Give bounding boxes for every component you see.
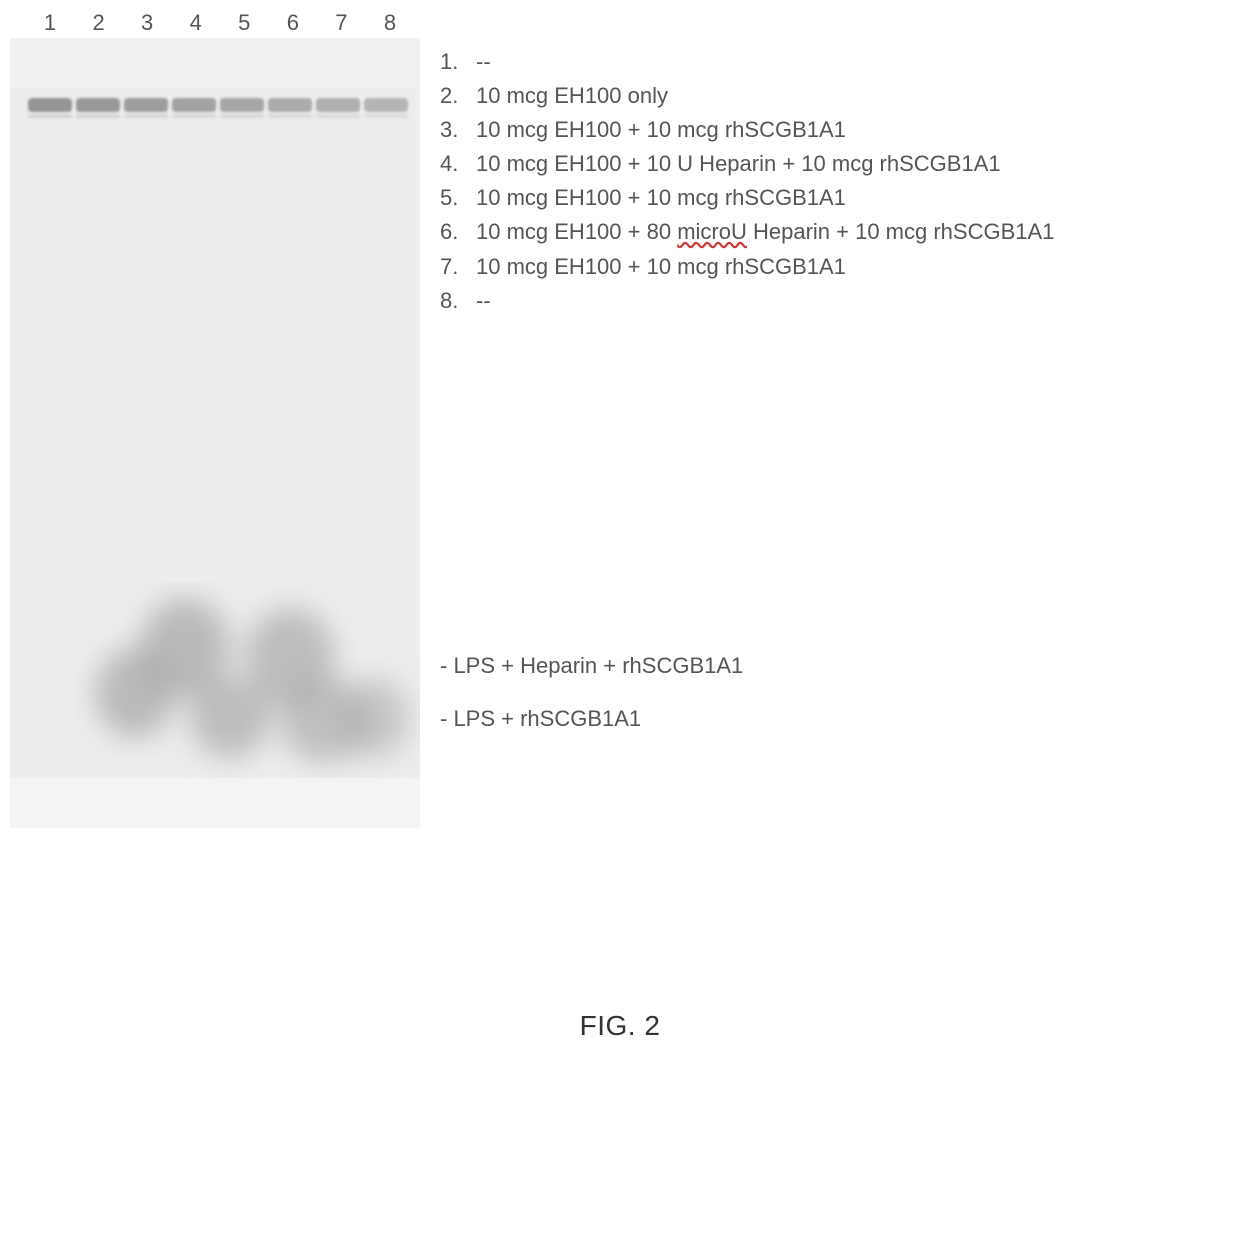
- legend-row: 4.10 mcg EH100 + 10 U Heparin + 10 mcg r…: [440, 147, 1054, 181]
- legend-row: 6.10 mcg EH100 + 80 microU Heparin + 10 …: [440, 215, 1054, 249]
- lane-number: 7: [321, 10, 361, 36]
- legend-row: 8.--: [440, 284, 1054, 318]
- legend-number: 7.: [440, 250, 476, 284]
- legend-number: 8.: [440, 284, 476, 318]
- figure-caption: FIG. 2: [0, 1010, 1240, 1042]
- lane-number: 1: [30, 10, 70, 36]
- legend-text: 10 mcg EH100 + 80 microU Heparin + 10 mc…: [476, 215, 1054, 249]
- legend-row: 3.10 mcg EH100 + 10 mcg rhSCGB1A1: [440, 113, 1054, 147]
- legend-number: 1.: [440, 45, 476, 79]
- gel-image: [10, 38, 420, 828]
- legend-text: --: [476, 45, 491, 79]
- lane-number: 2: [79, 10, 119, 36]
- band-label: - LPS + rhSCGB1A1: [440, 693, 743, 746]
- legend-number: 3.: [440, 113, 476, 147]
- legend-text: 10 mcg EH100 + 10 U Heparin + 10 mcg rhS…: [476, 147, 1001, 181]
- legend-text: 10 mcg EH100 + 10 mcg rhSCGB1A1: [476, 113, 846, 147]
- lane-number: 4: [176, 10, 216, 36]
- lane-numbers-row: 1 2 3 4 5 6 7 8: [30, 10, 410, 36]
- legend-number: 4.: [440, 147, 476, 181]
- legend-row: 2.10 mcg EH100 only: [440, 79, 1054, 113]
- legend-row: 5.10 mcg EH100 + 10 mcg rhSCGB1A1: [440, 181, 1054, 215]
- legend-text: 10 mcg EH100 + 10 mcg rhSCGB1A1: [476, 181, 846, 215]
- lane-number: 8: [370, 10, 410, 36]
- legend-text: 10 mcg EH100 + 10 mcg rhSCGB1A1: [476, 250, 846, 284]
- gel-area: 1 2 3 4 5 6 7 8: [10, 10, 420, 830]
- legend-text: --: [476, 284, 491, 318]
- legend-text: 10 mcg EH100 only: [476, 79, 668, 113]
- legend-number: 5.: [440, 181, 476, 215]
- legend-number: 6.: [440, 215, 476, 249]
- legend-number: 2.: [440, 79, 476, 113]
- band-labels: - LPS + Heparin + rhSCGB1A1 - LPS + rhSC…: [440, 640, 743, 746]
- lane-number: 3: [127, 10, 167, 36]
- lane-number: 5: [224, 10, 264, 36]
- band-label: - LPS + Heparin + rhSCGB1A1: [440, 640, 743, 693]
- legend-row: 1.--: [440, 45, 1054, 79]
- figure-container: 1 2 3 4 5 6 7 8 1.--2.10 mcg EH100 only3…: [0, 0, 1240, 1244]
- lane-legend-list: 1.--2.10 mcg EH100 only3.10 mcg EH100 + …: [440, 45, 1054, 318]
- legend-row: 7.10 mcg EH100 + 10 mcg rhSCGB1A1: [440, 250, 1054, 284]
- lane-number: 6: [273, 10, 313, 36]
